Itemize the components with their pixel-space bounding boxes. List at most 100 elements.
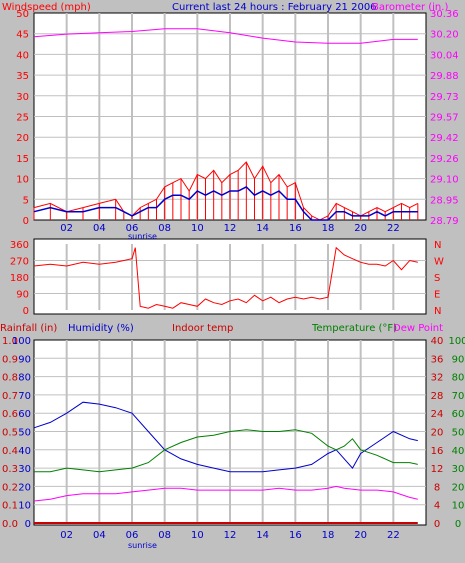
hour-tick-label: 14 xyxy=(256,530,269,541)
humidity-tick-label: 30 xyxy=(18,464,31,475)
temperature-tick-label: 70 xyxy=(452,391,465,402)
windspeed-tick-label: 20 xyxy=(16,133,29,144)
barometer-tick-label: 30.20 xyxy=(430,30,459,41)
direction-tick-label: 0 xyxy=(23,306,29,317)
windspeed-tick-label: 35 xyxy=(16,71,29,82)
temperature-tick-label: 50 xyxy=(452,428,465,439)
windspeed-tick-label: 25 xyxy=(16,113,29,124)
indoor-temp-title: Indoor temp xyxy=(172,323,233,334)
rainfall-tick-label: 0.8 xyxy=(2,373,18,384)
temperature-tick-label: 20 xyxy=(452,482,465,493)
average-wind-line xyxy=(33,185,418,221)
rainfall-tick-label: 1.0 xyxy=(2,336,18,347)
humidity-tick-label: 50 xyxy=(18,428,31,439)
barometer-tick-label: 28.95 xyxy=(430,195,459,206)
chart-title: Current last 24 hours : February 21 2006 xyxy=(172,2,377,13)
hour-tick-label: 10 xyxy=(191,530,204,541)
temperature-tick-label: 10 xyxy=(452,501,465,512)
temperature-tick-label: 40 xyxy=(452,446,465,457)
hour-tick-label: 02 xyxy=(60,223,73,234)
direction-tick-label: 90 xyxy=(16,290,29,301)
humidity-tick-label: 10 xyxy=(18,501,31,512)
indoor-tick-label: 20 xyxy=(431,428,444,439)
humidity-tick-label: 90 xyxy=(18,354,31,365)
indoor-tick-label: 28 xyxy=(431,391,444,402)
rainfall-tick-label: 0.7 xyxy=(2,391,18,402)
hour-tick-label: 20 xyxy=(354,223,367,234)
indoor-tick-label: 24 xyxy=(431,409,444,420)
hour-tick-label: 16 xyxy=(289,223,302,234)
windspeed-tick-label: 30 xyxy=(16,92,29,103)
sunrise-label: sunrise xyxy=(128,232,157,241)
barometer-tick-label: 29.73 xyxy=(430,92,459,103)
hour-tick-label: 16 xyxy=(289,530,302,541)
indoor-tick-label: 12 xyxy=(431,464,444,475)
rainfall-tick-label: 0.2 xyxy=(2,482,18,493)
direction-tick-label: 270 xyxy=(10,257,29,268)
indoor-tick-label: 16 xyxy=(431,446,444,457)
barometer-tick-label: 29.42 xyxy=(430,133,459,144)
temperature-tick-label: 60 xyxy=(452,409,465,420)
rainfall-tick-label: 0.3 xyxy=(2,464,18,475)
barometer-axis-title: Barometer (in.) xyxy=(372,2,448,13)
rainfall-tick-label: 0.0 xyxy=(2,519,18,530)
hour-tick-label: 04 xyxy=(93,530,106,541)
compass-tick-label: E xyxy=(434,290,440,301)
humidity-tick-label: 40 xyxy=(18,446,31,457)
windspeed-tick-label: 5 xyxy=(23,195,29,206)
compass-tick-label: S xyxy=(434,273,440,284)
hour-tick-label: 08 xyxy=(158,530,171,541)
barometer-tick-label: 29.10 xyxy=(430,175,459,186)
hour-tick-label: 22 xyxy=(387,223,400,234)
rainfall-tick-label: 0.5 xyxy=(2,428,18,439)
hour-tick-label: 18 xyxy=(322,530,335,541)
compass-tick-label: N xyxy=(434,306,441,317)
temperature-line xyxy=(34,429,418,473)
indoor-tick-label: 8 xyxy=(434,482,440,493)
barometer-line xyxy=(33,28,418,44)
hour-tick-label: 14 xyxy=(256,223,269,234)
humidity-tick-label: 80 xyxy=(18,373,31,384)
humidity-tick-label: 0 xyxy=(25,519,31,530)
windspeed-tick-label: 40 xyxy=(16,50,29,61)
humidity-tick-label: 100 xyxy=(12,336,31,347)
barometer-tick-label: 30.36 xyxy=(430,9,459,20)
rainfall-tick-label: 0.9 xyxy=(2,354,18,365)
temperature-tick-label: 80 xyxy=(452,373,465,384)
hour-tick-label: 06 xyxy=(126,530,139,541)
temperature-tick-label: 90 xyxy=(452,354,465,365)
indoor-tick-label: 40 xyxy=(431,336,444,347)
humidity-tick-label: 20 xyxy=(18,482,31,493)
indoor-tick-label: 4 xyxy=(434,501,440,512)
windspeed-tick-label: 45 xyxy=(16,30,29,41)
sunrise-label-bottom: sunrise xyxy=(128,541,157,550)
humidity-tick-label: 60 xyxy=(18,409,31,420)
barometer-tick-label: 28.79 xyxy=(430,216,459,227)
temperature-tick-label: 30 xyxy=(452,464,465,475)
hour-tick-label: 06 xyxy=(126,223,139,234)
hour-tick-label: 08 xyxy=(158,223,171,234)
temperature-axis-title: Temperature (°F) xyxy=(311,323,397,334)
indoor-tick-label: 32 xyxy=(431,373,444,384)
hour-tick-label: 04 xyxy=(93,223,106,234)
compass-tick-label: N xyxy=(434,240,441,251)
hour-tick-label: 12 xyxy=(224,530,237,541)
compass-tick-label: W xyxy=(434,257,444,268)
rainfall-tick-label: 0.1 xyxy=(2,501,18,512)
rainfall-axis-title: Rainfall (in) xyxy=(0,323,57,334)
hour-tick-label: 02 xyxy=(60,530,73,541)
hour-tick-label: 12 xyxy=(224,223,237,234)
rainfall-tick-label: 0.6 xyxy=(2,409,18,420)
indoor-tick-label: 0 xyxy=(434,519,440,530)
barometer-tick-label: 30.04 xyxy=(430,50,459,61)
humidity-line xyxy=(33,401,418,473)
windspeed-tick-label: 50 xyxy=(16,9,29,20)
barometer-tick-label: 29.88 xyxy=(430,71,459,82)
hour-tick-label: 18 xyxy=(322,223,335,234)
windspeed-tick-label: 10 xyxy=(16,175,29,186)
windspeed-tick-label: 15 xyxy=(16,154,29,165)
direction-tick-label: 360 xyxy=(10,240,29,251)
temperature-tick-label: 0 xyxy=(455,519,461,530)
direction-tick-label: 180 xyxy=(10,273,29,284)
barometer-tick-label: 29.26 xyxy=(430,154,459,165)
